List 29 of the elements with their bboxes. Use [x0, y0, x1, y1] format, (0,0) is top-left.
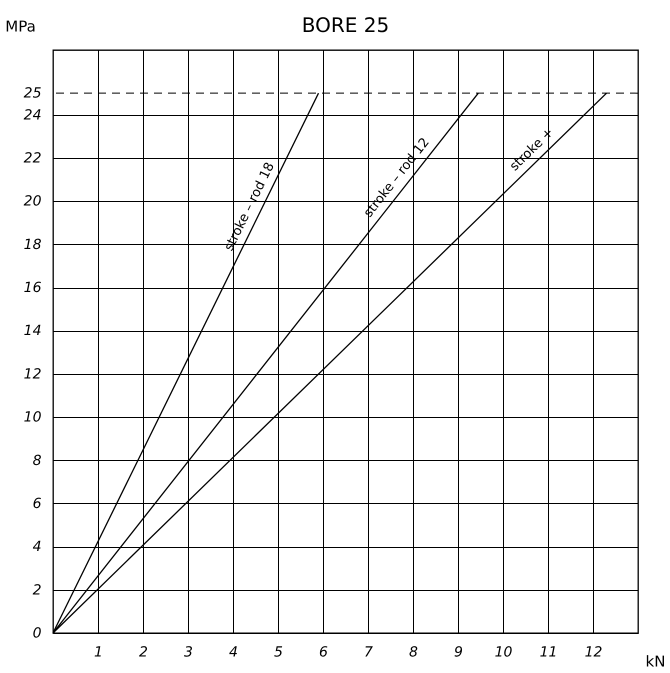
x-tick-label: 8 — [409, 644, 418, 660]
x-axis-title: kN — [646, 652, 666, 670]
x-tick-label: 2 — [139, 644, 148, 660]
y-tick-label: 10 — [24, 410, 42, 426]
x-tick-label: 11 — [540, 644, 558, 660]
y-tick-label: 20 — [24, 194, 42, 210]
x-tick-label: 12 — [584, 644, 602, 660]
x-tick-label: 3 — [184, 644, 193, 660]
x-tick-label: 7 — [364, 644, 374, 660]
y-tick-label: 8 — [32, 452, 42, 469]
y-tick-label: 25 — [24, 86, 42, 102]
y-tick-label: 14 — [24, 323, 42, 340]
y-tick-label: 24 — [24, 107, 42, 124]
y-axis-title: MPa — [5, 18, 36, 36]
x-tick-label: 9 — [454, 644, 464, 660]
x-tick-label: 4 — [229, 644, 238, 660]
y-tick-label: 12 — [24, 366, 42, 382]
x-tick-label: 10 — [494, 644, 512, 660]
chart-title: BORE 25 — [302, 13, 390, 37]
y-tick-label: 6 — [32, 496, 42, 512]
y-tick-label: 22 — [24, 150, 42, 166]
y-tick-label: 0 — [32, 626, 42, 642]
y-tick-label: 18 — [24, 236, 42, 253]
x-tick-label: 1 — [94, 644, 103, 660]
y-tick-label: 16 — [24, 280, 42, 296]
x-tick-label: 6 — [319, 644, 328, 660]
y-tick-label: 2 — [32, 582, 42, 598]
x-tick-label: 5 — [274, 644, 284, 660]
y-tick-label: 4 — [32, 539, 42, 556]
